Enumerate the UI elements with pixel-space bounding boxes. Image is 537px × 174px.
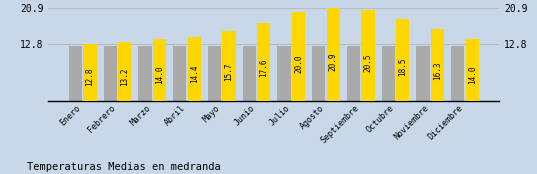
Bar (208, 46, 221, 101)
Bar (292, 12, 305, 101)
Bar (222, 31, 236, 101)
Text: 20.5: 20.5 (364, 54, 373, 72)
Text: 15.7: 15.7 (224, 62, 234, 81)
Bar (396, 19, 409, 101)
Text: 14.0: 14.0 (468, 66, 477, 84)
Bar (188, 37, 201, 101)
Bar (118, 42, 132, 101)
Bar (312, 46, 325, 101)
Bar (83, 44, 97, 101)
Bar (153, 39, 166, 101)
Text: 17.6: 17.6 (259, 59, 268, 77)
Bar (139, 46, 151, 101)
Bar (431, 29, 444, 101)
Bar (416, 46, 430, 101)
Bar (466, 39, 479, 101)
Text: 12.8: 12.8 (85, 68, 95, 86)
Text: 20.9: 20.9 (329, 53, 338, 71)
Text: 16.3: 16.3 (433, 61, 442, 80)
Text: Temperaturas Medias en medranda: Temperaturas Medias en medranda (27, 162, 221, 172)
Bar (361, 10, 375, 101)
Bar (69, 46, 82, 101)
Text: 14.4: 14.4 (190, 65, 199, 83)
Text: 20.0: 20.0 (294, 54, 303, 73)
Bar (173, 46, 186, 101)
Bar (257, 23, 271, 101)
Bar (326, 8, 340, 101)
Bar (243, 46, 256, 101)
Bar (347, 46, 360, 101)
Bar (451, 46, 465, 101)
Text: 14.0: 14.0 (155, 66, 164, 84)
Text: 18.5: 18.5 (398, 57, 407, 76)
Bar (277, 46, 291, 101)
Bar (382, 46, 395, 101)
Bar (104, 46, 117, 101)
Text: 13.2: 13.2 (120, 67, 129, 86)
